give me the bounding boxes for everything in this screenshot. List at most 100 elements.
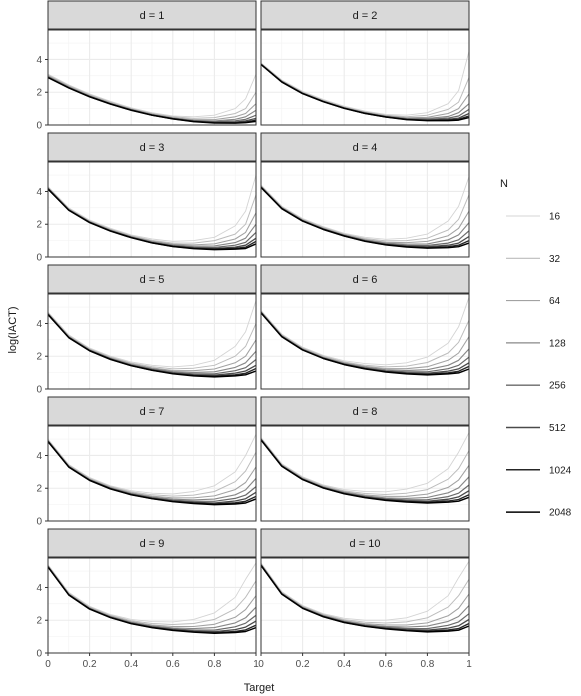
panel-border — [47, 29, 257, 126]
x-tick-label: 0.2 — [83, 659, 97, 670]
series-line-n32 — [47, 439, 257, 497]
series-line-n16 — [47, 562, 257, 623]
facet-label: d = 7 — [140, 406, 165, 418]
x-tick-label: 0.8 — [420, 659, 434, 670]
facet-strip — [260, 396, 470, 426]
y-tick-label: 2 — [36, 88, 42, 99]
x-tick-label: 0.6 — [379, 659, 393, 670]
facet-panel: d = 4 — [260, 132, 470, 258]
panel-border — [47, 557, 257, 654]
y-tick-label: 2 — [36, 484, 42, 495]
x-axis-title: Target — [244, 682, 275, 694]
legend-item: 16 — [506, 212, 561, 223]
series-line-n32 — [260, 185, 470, 242]
legend: 16 32 64 128 256 512 1024 2048 — [506, 212, 572, 519]
facet-strip — [260, 0, 470, 30]
x-tick-label: 0 — [258, 659, 264, 670]
facet-panel: d = 6 — [260, 264, 470, 390]
facet-panel: d = 7 0 2 4 — [36, 396, 257, 528]
facet-strip — [47, 396, 257, 426]
facet-strip — [47, 132, 257, 162]
facet-label: d = 6 — [353, 274, 378, 286]
facet-panel: d = 5 0 2 4 — [36, 264, 257, 396]
x-tick-label: 0.8 — [207, 659, 221, 670]
y-tick-label: 4 — [36, 55, 42, 66]
facet-panel: d = 10 0 0.2 0.4 0.6 0.8 1 — [258, 528, 472, 670]
legend-label: 32 — [549, 254, 561, 265]
facet-panel: d = 1 0 2 4 — [36, 0, 257, 132]
legend-item: 32 — [506, 254, 561, 265]
legend-title: N — [500, 178, 508, 190]
series-line-n32 — [47, 74, 257, 119]
y-tick-label: 4 — [36, 583, 42, 594]
x-tick-label: 0.4 — [124, 659, 138, 670]
legend-item: 2048 — [506, 508, 572, 519]
y-tick-label: 4 — [36, 451, 42, 462]
facet-strip — [47, 528, 257, 558]
legend-item: 256 — [506, 381, 566, 392]
x-tick-label: 0.4 — [337, 659, 351, 670]
legend-label: 2048 — [549, 508, 572, 519]
legend-label: 256 — [549, 381, 566, 392]
facet-label: d = 9 — [140, 538, 165, 550]
panel-border — [260, 29, 470, 126]
series-line-n16 — [260, 297, 470, 366]
facet-label: d = 4 — [353, 142, 378, 154]
panel-border — [47, 293, 257, 390]
series-line-n2048 — [260, 186, 470, 249]
series-line-n2048 — [47, 314, 257, 378]
facet-panel: d = 3 0 2 4 — [36, 132, 257, 264]
facet-strip — [260, 528, 470, 558]
legend-label: 16 — [549, 212, 561, 223]
series-line-n2048 — [47, 441, 257, 506]
series-line-n16 — [47, 174, 257, 242]
y-tick-label: 0 — [36, 385, 42, 396]
y-tick-label: 0 — [36, 517, 42, 528]
y-tick-label: 4 — [36, 187, 42, 198]
y-axis-title: log(IACT) — [7, 306, 19, 353]
series-line-n32 — [47, 565, 257, 625]
facet-label: d = 8 — [353, 406, 378, 418]
series-line-n32 — [47, 312, 257, 370]
facet-strip — [260, 132, 470, 162]
panel-border — [260, 557, 470, 654]
y-tick-label: 0 — [36, 649, 42, 660]
x-tick-label: 0.6 — [166, 659, 180, 670]
facet-label: d = 1 — [140, 10, 165, 22]
series-line-n2048 — [47, 76, 257, 124]
facet-label: d = 3 — [140, 142, 165, 154]
series-line-n16 — [260, 176, 470, 240]
legend-label: 128 — [549, 338, 566, 349]
series-line-n2048 — [260, 439, 470, 504]
series-line-n2048 — [260, 63, 470, 122]
facet-strip — [47, 264, 257, 294]
y-tick-label: 4 — [36, 319, 42, 330]
facet-strip — [260, 264, 470, 294]
series-line-n16 — [260, 432, 470, 493]
panel-border — [47, 161, 257, 258]
x-tick-label: 1 — [253, 659, 259, 670]
series-line-n2048 — [47, 188, 257, 251]
series-line-n16 — [260, 561, 470, 621]
series-line-n32 — [260, 437, 470, 495]
y-tick-label: 0 — [36, 121, 42, 132]
legend-item: 128 — [506, 338, 566, 349]
panel-border — [260, 161, 470, 258]
legend-item: 512 — [506, 423, 566, 434]
facet-panel: d = 2 — [260, 0, 470, 126]
legend-item: 1024 — [506, 465, 572, 476]
series-line-n16 — [47, 300, 257, 368]
facet-panel: d = 8 — [260, 396, 470, 522]
legend-label: 1024 — [549, 465, 572, 476]
series-line-n2048 — [260, 564, 470, 633]
panel-border — [47, 425, 257, 522]
series-line-n16 — [47, 434, 257, 495]
x-tick-label: 0 — [45, 659, 51, 670]
y-tick-label: 2 — [36, 352, 42, 363]
legend-item: 64 — [506, 296, 561, 307]
legend-label: 64 — [549, 296, 561, 307]
x-tick-label: 0.2 — [296, 659, 310, 670]
facet-label: d = 5 — [140, 274, 165, 286]
